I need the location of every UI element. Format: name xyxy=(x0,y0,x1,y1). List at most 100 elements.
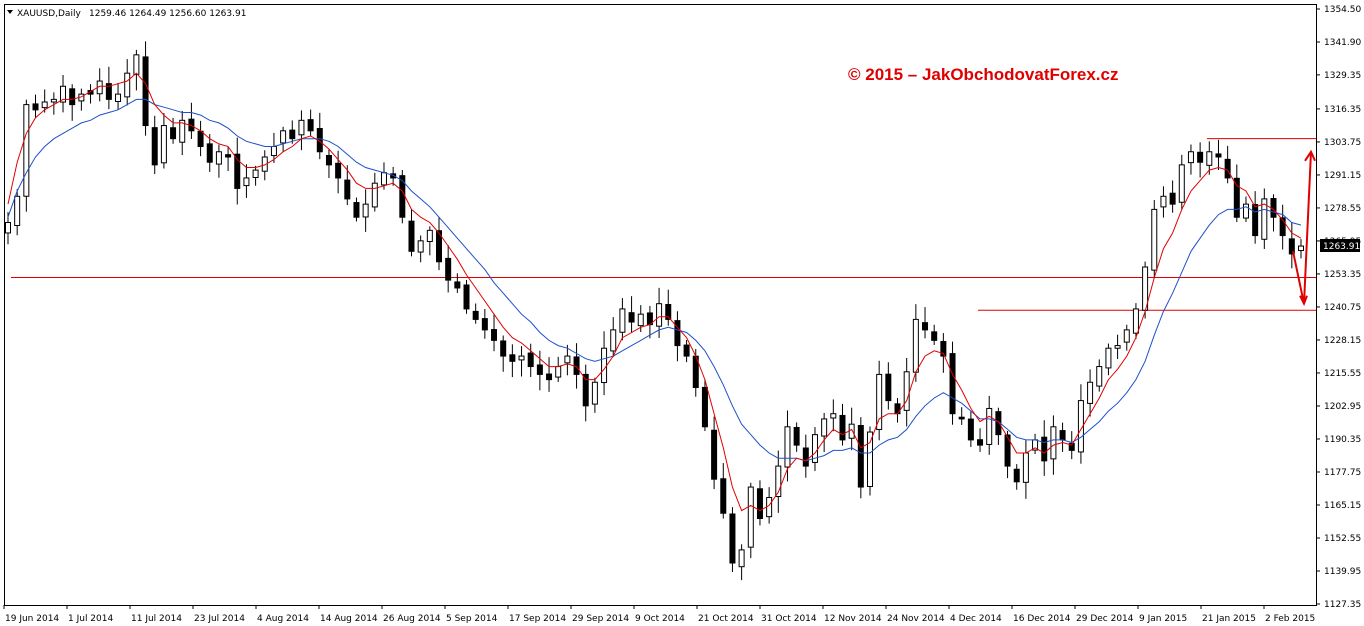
bear-candle xyxy=(307,119,314,132)
bull-candle xyxy=(1298,245,1304,252)
down-arrow xyxy=(1292,251,1305,304)
bull-candle xyxy=(252,169,259,179)
bear-candle xyxy=(536,364,543,375)
bull-candle xyxy=(60,85,67,103)
bear-candle xyxy=(931,331,938,341)
bull-candle xyxy=(50,98,57,103)
bear-candle xyxy=(720,478,727,514)
x-tick-label: 21 Jan 2015 xyxy=(1202,614,1256,624)
bull-candle xyxy=(243,177,250,187)
bear-candle xyxy=(445,257,452,281)
bull-candle xyxy=(784,426,791,468)
bull-candle xyxy=(766,497,773,518)
bull-candle xyxy=(775,465,782,498)
bear-candle xyxy=(967,418,974,441)
bear-candle xyxy=(628,312,635,323)
bull-candle xyxy=(619,308,626,333)
bear-candle xyxy=(481,318,488,331)
x-tick-label: 14 Aug 2014 xyxy=(320,614,378,624)
y-tick-label: 1177.75 xyxy=(1324,468,1361,478)
bear-candle xyxy=(802,447,809,467)
bull-candle xyxy=(601,347,608,384)
bull-candle xyxy=(261,156,268,172)
bear-candle xyxy=(197,130,204,148)
bear-candle xyxy=(454,281,461,289)
bull-candle xyxy=(270,146,277,157)
bear-candle xyxy=(335,162,342,179)
bear-candle xyxy=(69,88,76,106)
bull-candle xyxy=(1187,151,1194,164)
bull-candle xyxy=(280,130,287,144)
bull-candle xyxy=(1123,329,1130,343)
bull-candle xyxy=(821,418,828,437)
annotation-arrows xyxy=(1292,149,1316,307)
y-tick-label: 1215.55 xyxy=(1324,369,1361,379)
y-tick-label: 1127.35 xyxy=(1324,600,1361,610)
bear-candle xyxy=(1013,468,1020,483)
slow-moving-average-line xyxy=(7,98,1302,462)
x-tick-label: 16 Dec 2014 xyxy=(1013,614,1071,624)
bull-candle xyxy=(41,101,48,109)
bull-candle xyxy=(417,240,424,253)
bull-candle xyxy=(1261,198,1268,240)
bear-candle xyxy=(225,154,232,158)
bear-candle xyxy=(1004,434,1011,467)
bear-candle xyxy=(436,230,442,263)
bear-candle xyxy=(500,340,507,357)
bear-candle xyxy=(729,513,736,564)
bull-candle xyxy=(179,119,186,143)
symbol-label: XAUUSD,Daily xyxy=(17,9,81,19)
bear-candle xyxy=(683,344,690,357)
moving-averages xyxy=(7,72,1302,512)
bull-candle xyxy=(362,203,369,218)
bull-candle xyxy=(555,366,562,378)
x-tick-label: 17 Sep 2014 xyxy=(509,614,566,624)
bear-candle xyxy=(958,416,965,420)
bear-candle xyxy=(206,143,213,163)
dropdown-triangle-icon[interactable] xyxy=(7,10,13,14)
bull-candle xyxy=(115,93,122,102)
bear-candle xyxy=(922,322,929,331)
bear-candle xyxy=(665,304,672,320)
bull-candle xyxy=(830,413,837,419)
bear-candle xyxy=(1279,217,1286,237)
bull-candle xyxy=(160,125,167,164)
y-tick-label: 1165.15 xyxy=(1324,501,1361,511)
bear-candle xyxy=(289,129,296,140)
bear-candle xyxy=(142,56,149,127)
bear-candle xyxy=(87,90,94,95)
y-tick-label: 1240.75 xyxy=(1324,303,1361,313)
up-arrow-head xyxy=(1304,149,1316,162)
up-arrow xyxy=(1303,151,1312,304)
current-price-label: 1263.91 xyxy=(1323,242,1360,252)
x-tick-label: 21 Oct 2014 xyxy=(698,614,754,624)
bear-candle xyxy=(1169,192,1176,205)
time-axis: 19 Jun 2014 1 Jul 2014 11 Jul 2014 23 Jul 2… xyxy=(3,605,1315,624)
x-tick-label: 26 Aug 2014 xyxy=(383,614,441,624)
bear-candle xyxy=(1059,430,1066,441)
candles xyxy=(5,41,1304,581)
bull-candle xyxy=(1114,345,1121,349)
plot-frame xyxy=(4,4,1317,606)
bull-candle xyxy=(1087,381,1094,404)
bear-candle xyxy=(325,154,332,166)
bull-candle xyxy=(610,329,617,352)
bull-candle xyxy=(1206,151,1213,166)
x-tick-label: 12 Nov 2014 xyxy=(824,614,882,624)
ohlc-readout: 1259.46 1264.49 1256.60 1263.91 xyxy=(89,9,246,19)
bull-candle xyxy=(811,434,818,463)
bear-candle xyxy=(701,386,708,428)
bull-candle xyxy=(591,381,598,405)
bear-candle xyxy=(170,127,177,140)
bear-candle xyxy=(1197,151,1204,163)
bull-candle xyxy=(903,371,910,411)
x-tick-label: 1 Jul 2014 xyxy=(68,614,113,624)
bear-candle xyxy=(32,103,39,111)
bull-candle xyxy=(215,151,222,165)
bull-candle xyxy=(1151,208,1158,271)
y-tick-label: 1341.90 xyxy=(1324,38,1361,48)
x-tick-label: 4 Dec 2014 xyxy=(950,614,1002,624)
bear-candle xyxy=(408,220,415,252)
bull-candle xyxy=(380,172,387,186)
